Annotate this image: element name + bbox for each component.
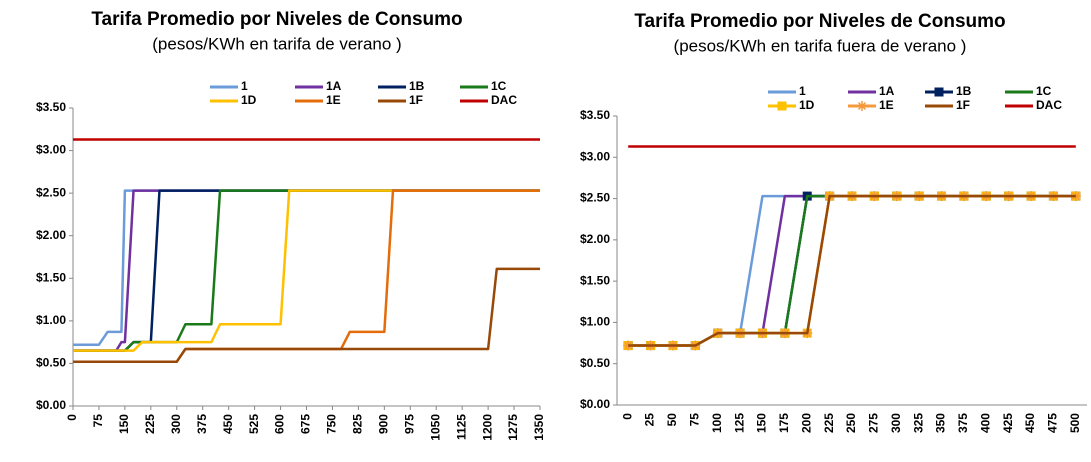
marker: [1070, 191, 1081, 202]
x-tick-label: 275: [867, 413, 881, 433]
series-line: [73, 189, 540, 363]
y-tick-label: $2.00: [580, 232, 610, 246]
x-tick-label: 325: [911, 413, 925, 433]
series-line: [73, 267, 540, 363]
x-tick-label: 1275: [506, 414, 520, 441]
legend-label: 1D: [241, 93, 257, 107]
y-tick-label: $2.50: [580, 191, 610, 205]
series-line: [73, 189, 540, 352]
x-tick-label: 350: [934, 413, 948, 433]
chart-subtitle: (pesos/KWh en tarifa fuera de verano ): [674, 36, 967, 55]
x-tick-label: 750: [325, 414, 339, 434]
y-tick-label: $3.50: [36, 100, 66, 114]
x-tick-label: 225: [822, 413, 836, 433]
y-tick-label: $3.00: [36, 143, 66, 157]
x-tick-label: 825: [351, 414, 365, 434]
y-tick-label: $1.50: [36, 270, 66, 284]
y-tick-label: $1.00: [36, 313, 66, 327]
legend-label: 1C: [1036, 84, 1052, 98]
y-tick-label: $1.50: [580, 273, 610, 287]
x-tick-label: 400: [978, 413, 992, 433]
legend-label: 1B: [409, 79, 425, 93]
x-tick-label: 225: [143, 414, 157, 434]
legend-label: 1F: [956, 98, 970, 112]
chart-title: Tarifa Promedio por Niveles de Consumo: [91, 9, 462, 30]
series-line: [628, 194, 1076, 347]
legend-label: 1E: [326, 93, 341, 107]
x-tick-label: 75: [688, 413, 702, 427]
x-tick-label: 200: [799, 413, 813, 433]
y-tick-label: $0.50: [36, 356, 66, 370]
series-line: [628, 194, 1076, 347]
legend-label: 1A: [879, 84, 895, 98]
series-line: [628, 194, 1076, 347]
x-tick-label: 675: [299, 414, 313, 434]
x-tick-label: 375: [956, 413, 970, 433]
x-tick-label: 75: [91, 414, 105, 428]
legend-label: 1C: [491, 79, 507, 93]
y-tick-label: $0.00: [36, 398, 66, 412]
x-tick-label: 525: [247, 414, 261, 434]
legend-label: 1B: [956, 84, 972, 98]
series-line: [628, 194, 1076, 347]
legend-label: 1D: [799, 98, 815, 112]
y-tick-label: $3.50: [580, 108, 610, 122]
marker: [934, 87, 944, 97]
x-tick-label: 250: [844, 413, 858, 433]
y-tick-label: $2.00: [36, 228, 66, 242]
series-line: [628, 194, 1076, 347]
x-tick-label: 25: [643, 413, 657, 427]
x-tick-label: 1125: [454, 414, 468, 440]
x-tick-label: 100: [710, 413, 724, 433]
x-tick-label: 500: [1068, 413, 1082, 433]
legend-label: 1: [799, 84, 806, 98]
x-tick-label: 50: [665, 413, 679, 427]
x-tick-label: 450: [1023, 413, 1037, 433]
x-tick-label: 0: [620, 413, 634, 420]
x-tick-label: 600: [273, 414, 287, 434]
x-tick-label: 425: [1001, 413, 1015, 433]
x-tick-label: 1200: [480, 414, 494, 441]
y-tick-label: $3.00: [580, 149, 610, 163]
y-tick-label: $0.00: [580, 397, 610, 411]
x-tick-label: 300: [169, 414, 183, 434]
x-tick-label: 150: [755, 413, 769, 433]
x-tick-label: 175: [777, 413, 791, 433]
series-line: [628, 194, 1076, 347]
series-line: [73, 189, 540, 346]
x-tick-label: 0: [65, 414, 79, 421]
series-line: [73, 189, 540, 352]
series-line: [73, 189, 540, 352]
x-tick-label: 125: [732, 413, 746, 433]
x-tick-label: 150: [117, 414, 131, 434]
x-tick-label: 975: [402, 414, 416, 434]
legend-label: 1E: [879, 98, 894, 112]
y-tick-label: $2.50: [36, 185, 66, 199]
marker: [623, 340, 634, 351]
x-tick-label: 300: [889, 413, 903, 433]
x-tick-label: 1050: [428, 414, 442, 441]
series-line: [628, 194, 1076, 347]
legend-label: 1: [241, 79, 248, 93]
y-tick-label: $0.50: [580, 356, 610, 370]
marker: [777, 101, 787, 111]
y-tick-label: $1.00: [580, 315, 610, 329]
legend-label: DAC: [1036, 98, 1062, 112]
x-tick-label: 375: [195, 414, 209, 434]
x-tick-label: 1350: [532, 414, 546, 441]
chart-subtitle: (pesos/KWh en tarifa de verano ): [152, 34, 401, 53]
chart-title: Tarifa Promedio por Niveles de Consumo: [634, 11, 1005, 32]
legend-label: 1A: [326, 79, 342, 93]
legend-label: DAC: [491, 93, 517, 107]
series-line: [73, 189, 540, 352]
marker: [857, 101, 867, 111]
x-tick-label: 450: [221, 414, 235, 434]
x-tick-label: 900: [377, 414, 391, 434]
x-tick-label: 475: [1046, 413, 1060, 433]
legend-label: 1F: [409, 93, 423, 107]
